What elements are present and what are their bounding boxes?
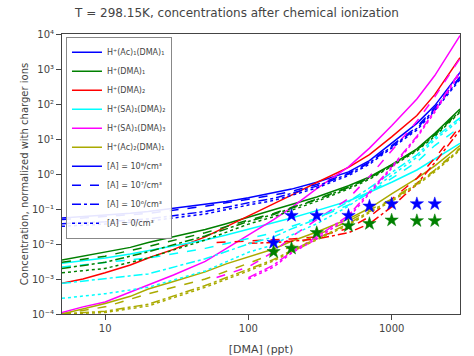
svg-text:10²: 10² (37, 99, 54, 110)
svg-text:10⁻²: 10⁻² (32, 239, 54, 250)
svg-text:Concentration, normalized with: Concentration, normalized with charger i… (19, 63, 30, 285)
svg-text:[DMA] (ppt): [DMA] (ppt) (229, 343, 293, 356)
svg-text:[A] = 0/cm³: [A] = 0/cm³ (107, 219, 154, 228)
svg-text:1000: 1000 (379, 323, 404, 334)
svg-text:[A] = 10⁷/cm³: [A] = 10⁷/cm³ (107, 181, 162, 190)
svg-text:H⁺(Ac)₂(DMA)₁: H⁺(Ac)₂(DMA)₁ (107, 143, 164, 152)
svg-text:H⁺(Ac)₁(DMA)₁: H⁺(Ac)₁(DMA)₁ (107, 48, 164, 57)
svg-text:H⁺(SA)₁(DMA)₂: H⁺(SA)₁(DMA)₂ (107, 105, 165, 114)
svg-text:100: 100 (239, 323, 258, 334)
svg-text:H⁺(DMA)₁: H⁺(DMA)₁ (107, 67, 145, 76)
svg-text:H⁺(SA)₁(DMA)₃: H⁺(SA)₁(DMA)₃ (107, 124, 165, 133)
svg-text:H⁺(DMA)₂: H⁺(DMA)₂ (107, 86, 145, 95)
svg-text:10³: 10³ (37, 64, 54, 75)
svg-text:[A] = 10⁶/cm³: [A] = 10⁶/cm³ (107, 200, 162, 209)
svg-text:10⁻¹: 10⁻¹ (32, 204, 54, 215)
svg-text:10: 10 (99, 323, 112, 334)
svg-text:10⁻³: 10⁻³ (32, 274, 54, 285)
svg-text:T = 298.15K, concentrations af: T = 298.15K, concentrations after chemic… (74, 6, 399, 20)
svg-text:10¹: 10¹ (37, 134, 54, 145)
svg-text:10⁴: 10⁴ (37, 29, 54, 40)
svg-text:[A] = 10⁸/cm³: [A] = 10⁸/cm³ (107, 162, 162, 171)
svg-text:10⁰: 10⁰ (37, 169, 54, 180)
svg-text:10⁻⁴: 10⁻⁴ (32, 309, 54, 320)
